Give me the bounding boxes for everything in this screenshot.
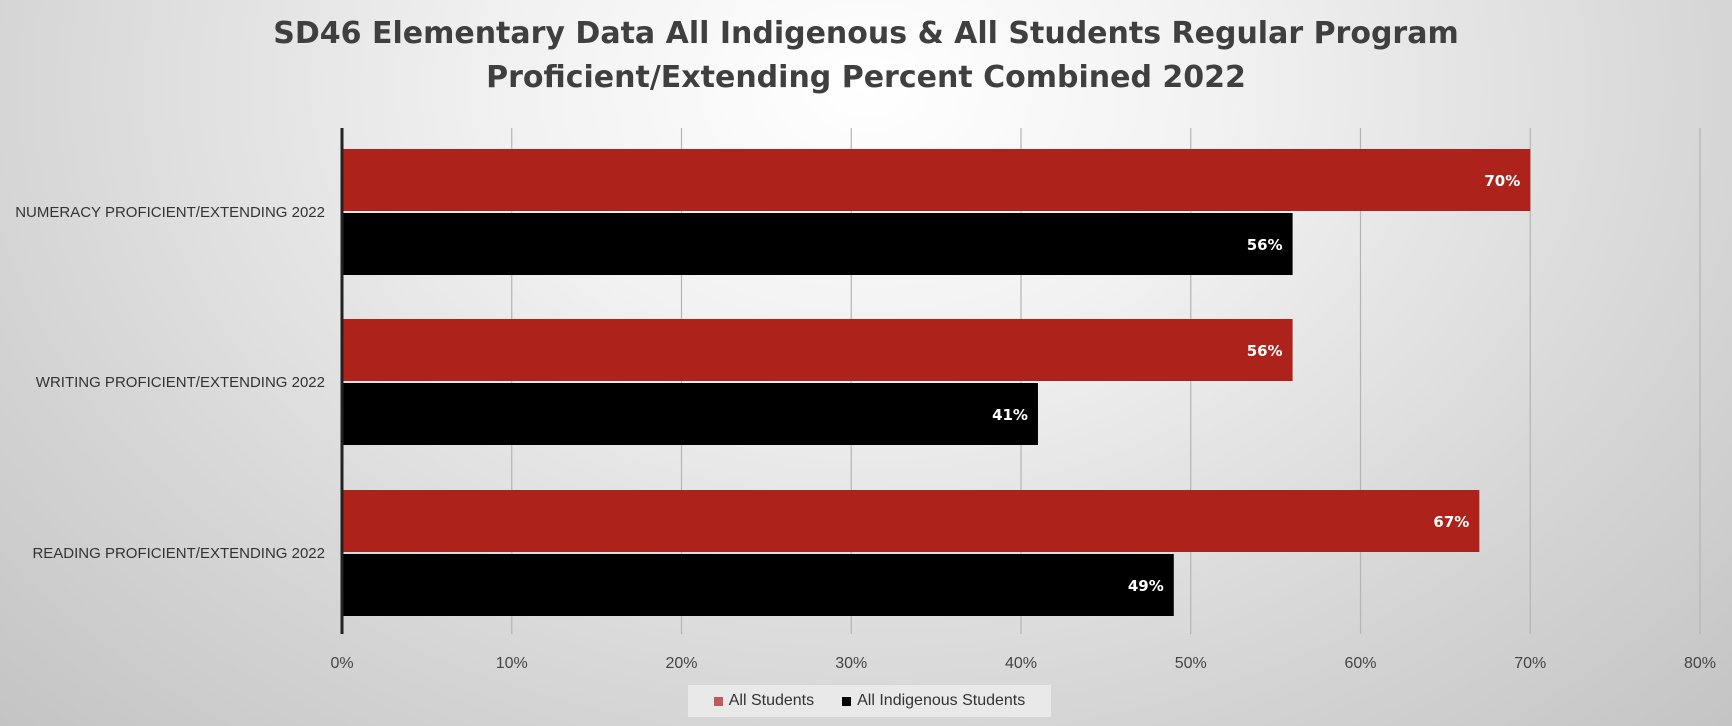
legend-label-all-students: All Students xyxy=(728,692,815,709)
data-label-2-series-0: 67% xyxy=(1433,513,1469,531)
legend-swatch-all-indigenous-students xyxy=(842,696,852,706)
x-tick-label-80: 80% xyxy=(1684,655,1716,672)
chart-title-line-2: Proficient/Extending Percent Combined 20… xyxy=(486,60,1246,95)
x-tick-label-10: 10% xyxy=(496,655,528,672)
category-label-1: WRITING PROFICIENT/EXTENDING 2022 xyxy=(36,374,325,391)
x-tick-label-0: 0% xyxy=(330,655,353,672)
legend-swatch-all-students xyxy=(713,696,723,706)
x-tick-label-50: 50% xyxy=(1175,655,1207,672)
x-tick-label-40: 40% xyxy=(1005,655,1037,672)
bar-0-series-1 xyxy=(342,213,1293,275)
bar-0-series-0 xyxy=(342,149,1531,211)
data-label-1-series-1: 41% xyxy=(992,406,1028,424)
bar-1-series-0 xyxy=(342,319,1293,381)
x-tick-label-30: 30% xyxy=(835,655,867,672)
legend-item-all-students: All Students xyxy=(713,692,815,710)
data-label-1-series-0: 56% xyxy=(1247,342,1283,360)
chart-title-line-1: SD46 Elementary Data All Indigenous & Al… xyxy=(273,16,1459,51)
legend-label-all-indigenous-students: All Indigenous Students xyxy=(857,692,1026,709)
legend-item-all-indigenous-students: All Indigenous Students xyxy=(842,692,1025,710)
x-tick-label-60: 60% xyxy=(1344,655,1376,672)
bar-1-series-1 xyxy=(342,383,1038,445)
bar-2-series-0 xyxy=(342,490,1480,552)
x-tick-label-70: 70% xyxy=(1514,655,1546,672)
data-label-2-series-1: 49% xyxy=(1128,577,1164,595)
data-label-0-series-1: 56% xyxy=(1247,236,1283,254)
category-label-0: NUMERACY PROFICIENT/EXTENDING 2022 xyxy=(15,204,325,221)
data-label-0-series-0: 70% xyxy=(1484,172,1520,190)
category-label-2: READING PROFICIENT/EXTENDING 2022 xyxy=(32,545,325,562)
legend: All Students All Indigenous Students xyxy=(688,685,1051,717)
bar-2-series-1 xyxy=(342,554,1174,616)
x-tick-label-20: 20% xyxy=(665,655,697,672)
